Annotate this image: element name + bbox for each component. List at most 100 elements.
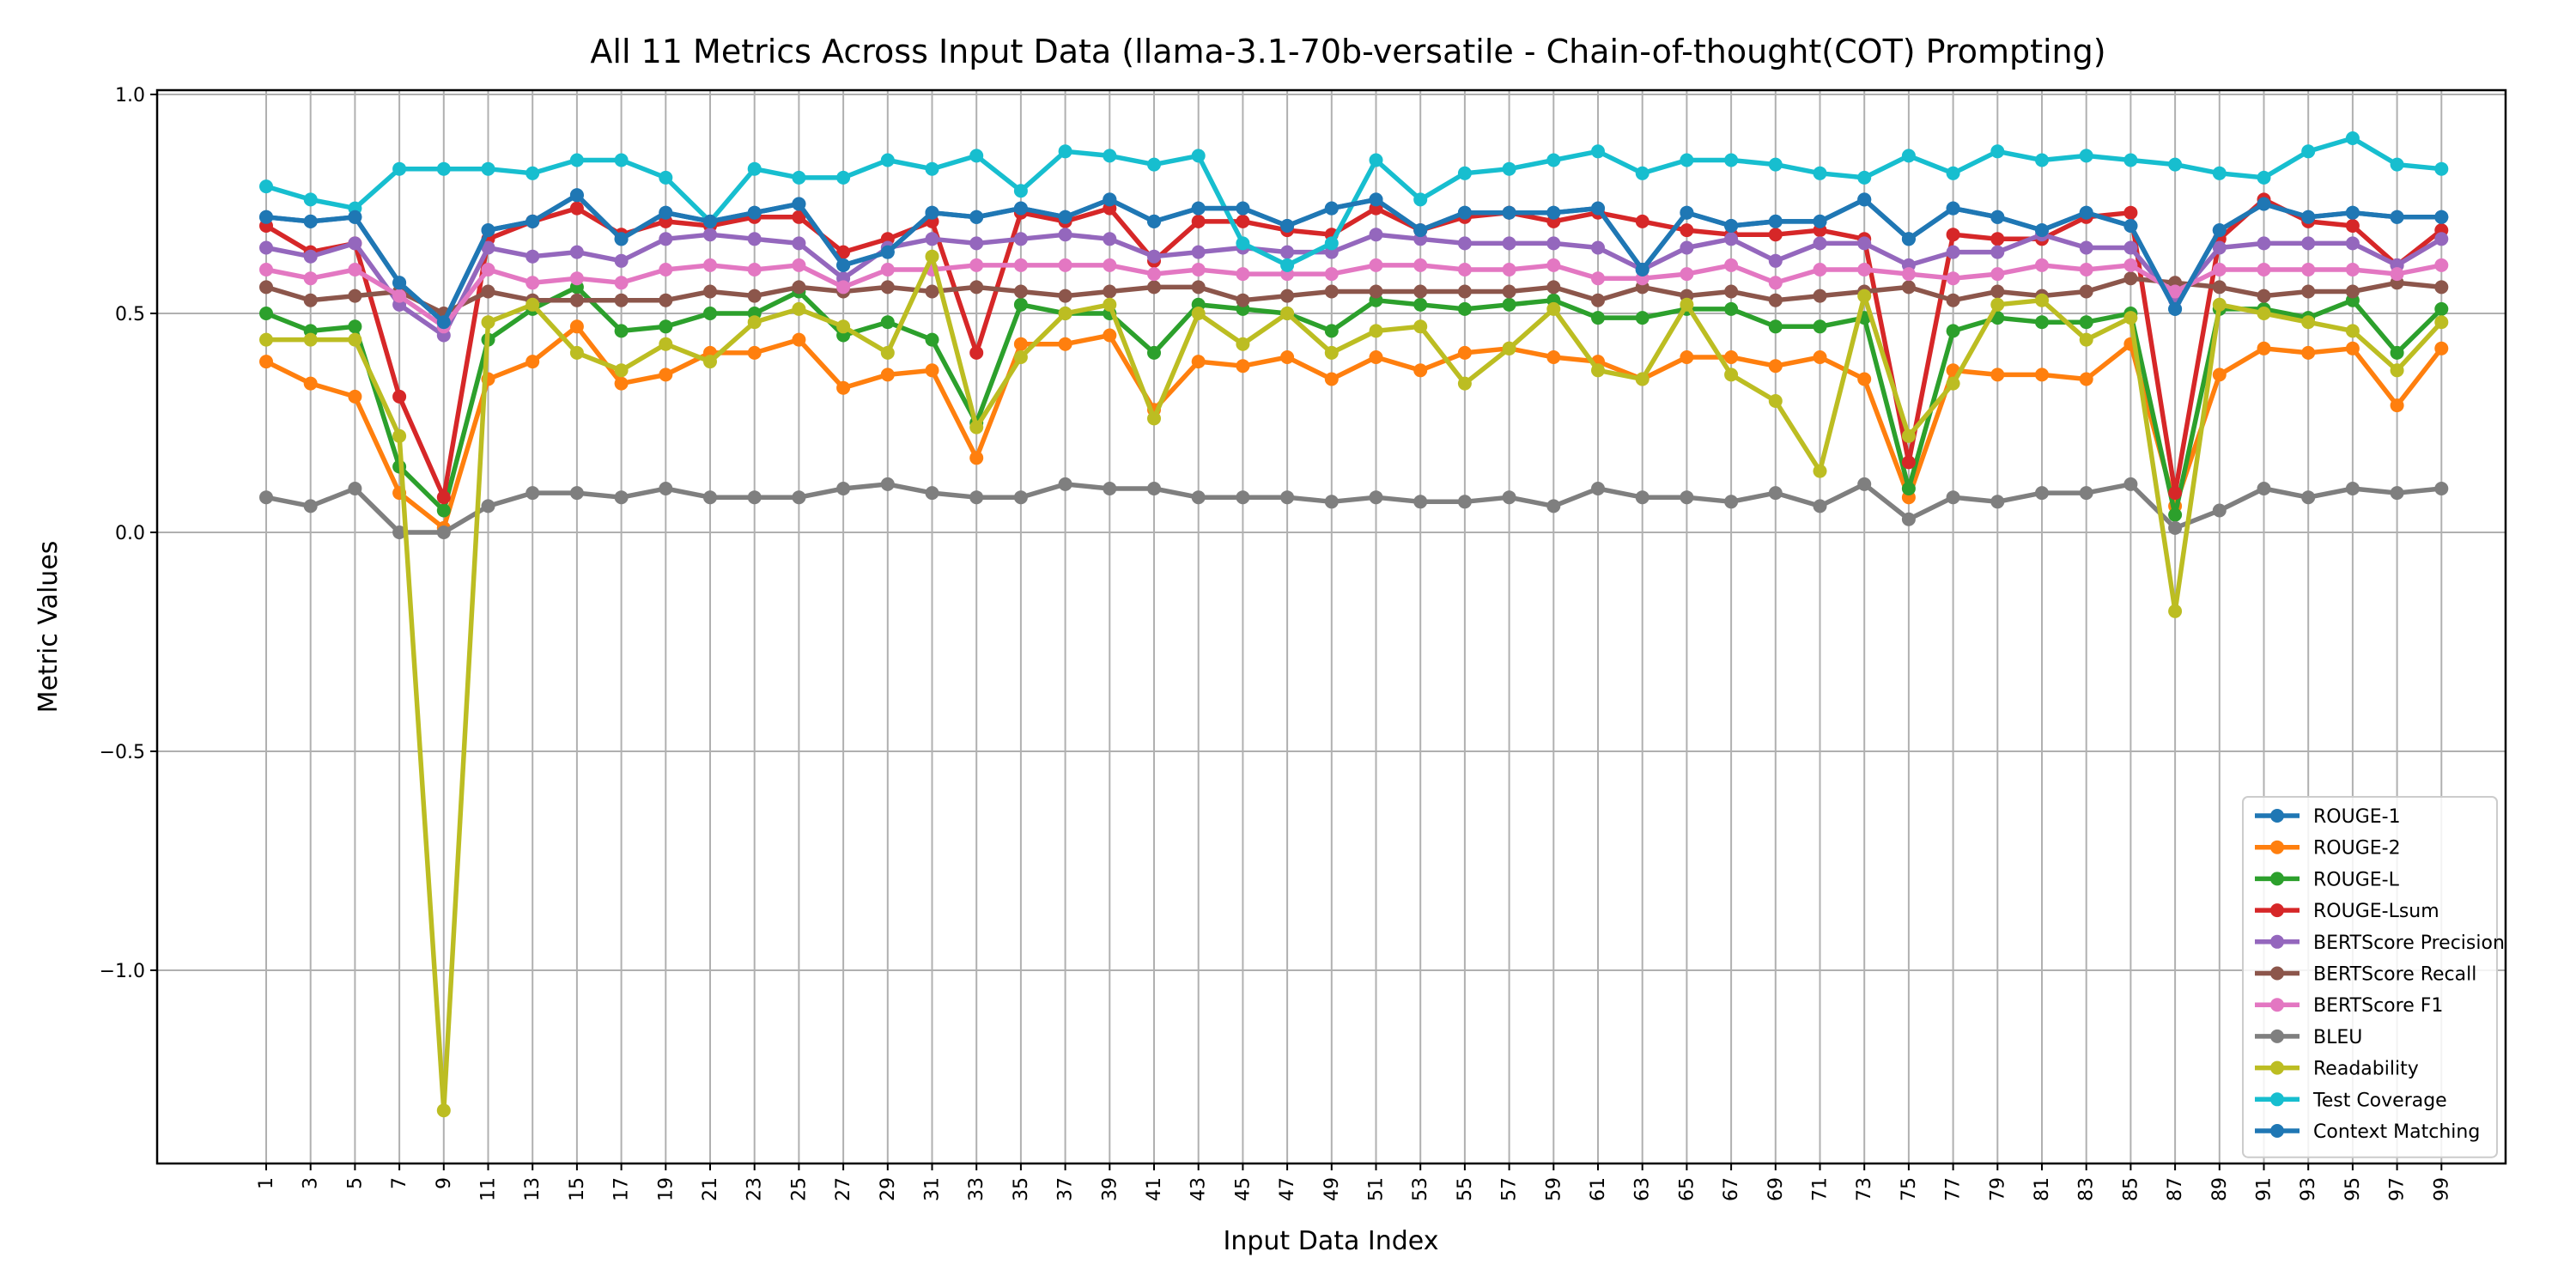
data-point <box>2301 315 2316 330</box>
data-point <box>1591 271 1605 286</box>
data-point <box>1990 368 2005 382</box>
data-point <box>1946 201 1960 216</box>
data-point <box>969 210 984 224</box>
data-point <box>569 271 584 286</box>
data-point <box>1013 350 1028 364</box>
data-point <box>259 490 273 505</box>
data-point <box>659 263 673 276</box>
series-rouge-lsum <box>259 192 2449 505</box>
series-line <box>266 253 2444 1113</box>
data-point <box>1680 297 1694 312</box>
data-point <box>2035 315 2049 330</box>
data-point <box>1901 512 1916 526</box>
data-point <box>1236 201 1250 216</box>
data-point <box>1990 245 2005 259</box>
data-point <box>569 319 584 334</box>
data-point <box>880 280 895 295</box>
data-point <box>703 228 717 242</box>
data-point <box>2434 315 2449 330</box>
data-point <box>1236 490 1250 505</box>
data-point <box>1191 355 1206 369</box>
data-point <box>1502 205 1516 220</box>
data-point <box>2079 240 2093 255</box>
data-point <box>1591 311 1605 325</box>
data-point <box>259 355 273 369</box>
data-point <box>2345 131 2360 145</box>
legend-swatch-marker <box>2270 1092 2284 1107</box>
data-point <box>1768 293 1783 307</box>
data-point <box>880 477 895 491</box>
data-point <box>1103 297 1117 312</box>
data-point <box>1280 245 1295 259</box>
data-point <box>747 232 762 246</box>
data-point <box>2123 240 2138 255</box>
x-tick-label: 37 <box>1055 1177 1077 1201</box>
x-tick-label: 23 <box>744 1177 766 1201</box>
data-point <box>1724 232 1739 246</box>
data-point <box>659 232 673 246</box>
data-point <box>1324 345 1339 360</box>
data-point <box>2345 263 2360 276</box>
x-tick-label: 35 <box>1011 1177 1032 1201</box>
data-point <box>2212 280 2227 295</box>
data-point <box>436 503 451 518</box>
data-point <box>1591 240 1605 255</box>
data-point <box>392 428 407 443</box>
data-point <box>659 337 673 351</box>
data-point <box>348 319 362 334</box>
data-point <box>569 245 584 259</box>
data-point <box>2345 482 2360 495</box>
data-point <box>925 232 939 246</box>
data-point <box>792 332 806 347</box>
x-axis: 1 3 5 7 9 11 13 15 17 19 21 23 25 27 29 31 33 35 37 39 41 43 4… <box>256 1163 2452 1201</box>
data-point <box>703 258 717 272</box>
y-tick-label: −1.0 <box>100 961 145 982</box>
x-tick-label: 85 <box>2120 1177 2142 1201</box>
data-point <box>2257 482 2271 495</box>
data-point <box>1058 258 1072 272</box>
data-point <box>2345 219 2360 233</box>
series-line <box>265 263 2442 330</box>
data-point <box>1413 495 1428 509</box>
data-point <box>1946 376 1960 391</box>
data-point <box>1591 363 1605 378</box>
data-point <box>1724 284 1739 299</box>
data-point <box>1901 267 1916 282</box>
data-point <box>569 188 584 203</box>
x-tick-label: 57 <box>1499 1177 1521 1201</box>
data-point <box>1946 490 1960 505</box>
data-point <box>1591 293 1605 307</box>
data-point <box>1813 236 1827 251</box>
data-point <box>880 153 895 167</box>
data-point <box>1191 263 1206 276</box>
data-point <box>1058 289 1072 303</box>
data-point <box>259 179 273 194</box>
data-point <box>481 499 495 513</box>
series-line <box>265 232 2443 338</box>
data-point <box>1413 297 1428 312</box>
data-point <box>614 490 629 505</box>
data-point <box>1635 311 1649 325</box>
data-point <box>1813 166 1827 180</box>
data-point <box>659 319 673 334</box>
data-point <box>659 170 673 185</box>
data-point <box>836 319 851 334</box>
data-point <box>1369 192 1383 207</box>
x-tick-label: 69 <box>1765 1177 1787 1201</box>
data-point <box>259 240 273 255</box>
legend-swatch-marker <box>2270 1124 2284 1138</box>
data-point <box>2434 210 2449 224</box>
data-point <box>1768 394 1783 408</box>
data-point <box>2123 153 2138 167</box>
data-point <box>1946 293 1960 307</box>
data-point <box>392 276 407 290</box>
data-point <box>1857 477 1872 491</box>
series-bertscore-f1 <box>259 258 2449 334</box>
data-point <box>1013 337 1028 351</box>
x-tick-label: 83 <box>2076 1177 2098 1201</box>
data-point <box>1236 359 1250 374</box>
data-point <box>2434 482 2449 495</box>
data-point <box>1013 201 1028 216</box>
data-point <box>348 482 362 495</box>
data-point <box>1103 232 1117 246</box>
